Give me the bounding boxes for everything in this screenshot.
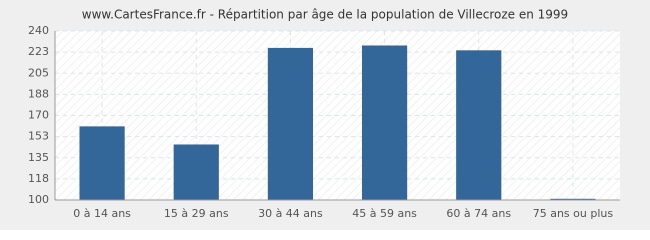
bar (267, 47, 314, 201)
bar (456, 50, 502, 200)
x-tick-label: 0 à 14 ans (73, 207, 131, 220)
bar (550, 198, 596, 200)
y-tick-label: 188 (28, 87, 49, 100)
chart: www.CartesFrance.fr - Répartition par âg… (0, 0, 650, 230)
y-tick-label: 170 (28, 109, 49, 122)
y-tick-label: 240 (28, 24, 49, 37)
x-tick-label: 30 à 44 ans (258, 207, 323, 220)
page: www.CartesFrance.fr - Répartition par âg… (0, 0, 650, 230)
x-tick-label: 60 à 74 ans (446, 207, 511, 220)
y-tick-label: 223 (28, 45, 49, 58)
y-tick-label: 118 (28, 172, 49, 185)
y-tick-label: 205 (28, 66, 49, 79)
bar (79, 126, 125, 200)
y-tick-label: 135 (28, 151, 49, 164)
bar (361, 45, 408, 200)
x-tick-label: 15 à 29 ans (164, 207, 229, 220)
y-tick-label: 153 (28, 130, 49, 143)
x-tick-label: 45 à 59 ans (352, 207, 417, 220)
bar (173, 144, 219, 200)
x-tick-label: 75 ans ou plus (533, 207, 614, 220)
y-tick-label: 100 (28, 193, 49, 206)
chart-title: www.CartesFrance.fr - Répartition par âg… (82, 8, 568, 22)
